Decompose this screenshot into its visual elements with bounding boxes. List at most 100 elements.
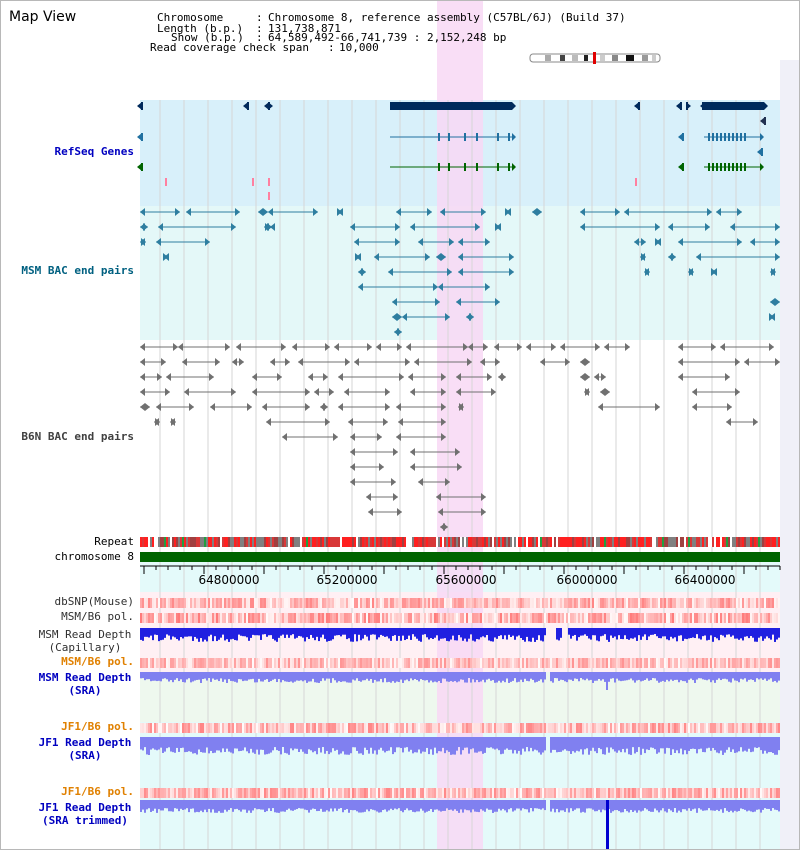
jf1-b6-pol-strip [568,723,570,733]
msm-depth-capillary-bar [184,628,186,637]
jf1-b6-pol-strip [202,723,204,733]
msm-depth-capillary-bar [454,628,456,641]
msm-b6-pol-strip [376,613,378,623]
jf1-depth-sra-bar [244,737,246,748]
dbsnp-strip [566,598,568,608]
msm-b6-pol-strip-2 [382,658,384,668]
jf1-b6-pol-strip [732,723,734,733]
jf1-depth-sra-bar [182,737,184,748]
jf1-b6-pol-strip [626,723,628,733]
msm-b6-pol-strip [200,613,202,623]
jf1-b6-pol-strip-2 [208,788,210,798]
msm-b6-pol-strip [474,613,476,623]
msm-b6-pol-strip-2 [528,658,530,668]
msm-depth-capillary-bar [334,628,336,636]
msm-depth-sra-bar [530,672,532,679]
msm-b6-pol-strip-2 [436,658,438,668]
jf1-b6-pol-strip [406,723,408,733]
b6n-bac-end-pair-left-end [344,388,349,396]
jf1-b6-pol-strip-2 [584,788,586,798]
msm-depth-sra-bar [222,672,224,682]
dbsnp-strip [614,598,616,608]
dbsnp-strip [454,598,456,608]
msm-b6-pol-strip [492,613,494,623]
msm-b6-pol-strip-2 [464,658,466,668]
track-label-refseq[interactable]: RefSeq Genes [54,145,134,158]
jf1-b6-pol-strip-2 [348,788,350,798]
jf1-b6-pol-strip-2 [554,788,556,798]
jf1-depth-sra-bar [588,737,590,755]
jf1-b6-pol-strip-2 [760,788,762,798]
b6n-bac-end-pair-left-end [678,373,683,381]
msm-b6-pol-strip [228,613,230,623]
jf1-b6-pol-strip [252,723,254,733]
jf1-depth-sra-bar [636,737,638,752]
dbsnp-strip [700,598,702,608]
repeat-element [516,537,518,547]
msm-b6-pol-strip-2 [350,658,352,668]
track-label-msm-bac[interactable]: MSM BAC end pairs [21,264,134,277]
jf1-b6-pol-strip-2 [678,788,680,798]
msm-depth-sra-bar [480,672,482,682]
gene-marker-arrow [757,148,762,156]
msm-depth-sra-bar [416,672,418,680]
b6n-bac-end-pair-left-end [166,373,171,381]
jf1-b6-pol-strip-2 [504,788,506,798]
msm-b6-pol-strip [214,613,216,623]
jf1-depth-sra-bar [222,737,224,749]
msm-b6-pol-strip [298,613,300,623]
msm-b6-pol-strip [374,613,376,623]
msm-b6-pol-strip [242,613,244,623]
repeat-element [472,537,474,547]
dbsnp-strip [156,598,158,608]
jf1-b6-pol-strip [634,723,636,733]
msm-b6-pol-strip-2 [478,658,480,668]
jf1-depth-trimmed-bar [302,800,304,809]
jf1-depth-trimmed-bar [292,800,294,811]
jf1-b6-pol-strip-2 [416,788,418,798]
jf1-depth-trimmed-bar [296,800,298,810]
b6n-bac-end-pair-right-end [725,373,730,381]
jf1-b6-pol-strip-2 [384,788,386,798]
jf1-depth-trimmed-bar [354,800,356,811]
msm-b6-pol-strip-2 [248,658,250,668]
repeat-element [778,537,780,547]
jf1-depth-sra-bar [578,737,580,752]
msm-b6-pol-strip [560,613,562,623]
jf1-b6-pol-strip-2 [158,788,160,798]
jf1-b6-pol-strip-2 [376,788,378,798]
jf1-depth-sra-bar [444,737,446,754]
msm-b6-pol-strip-2 [200,658,202,668]
jf1-depth-trimmed-bar [770,800,772,811]
msm-depth-capillary-bar [666,628,668,640]
jf1-depth-trimmed-bar [478,800,480,813]
msm-bac-end-pair [350,223,400,231]
jf1-depth-sra-bar [500,737,502,755]
msm-b6-pol-strip-2 [346,658,348,668]
msm-b6-pol-strip-2 [286,658,288,668]
dbsnp-strip [468,598,470,608]
msm-depth-capillary-bar [196,628,198,639]
dbsnp-strip [162,598,164,608]
jf1-depth-trimmed-bar [350,800,352,810]
repeat-element [690,537,692,547]
msm-b6-pol-strip-2 [600,658,602,668]
track-label-b6n-bac[interactable]: B6N BAC end pairs [21,430,134,443]
page-title: Map View [9,9,77,25]
msm-b6-pol-strip [698,613,700,623]
jf1-depth-trimmed-bar [626,800,628,812]
jf1-b6-pol-strip [488,723,490,733]
msm-b6-pol-strip [310,613,312,623]
msm-b6-pol-strip [686,613,688,623]
msm-depth-capillary-bar [234,628,236,641]
gene-exon [712,133,714,141]
refseq-gene [704,163,764,171]
gene-exon [438,133,440,141]
dbsnp-strip [242,598,244,608]
msm-depth-sra-bar [312,672,314,679]
msm-b6-pol-strip-2 [232,658,234,668]
msm-b6-pol-strip [506,613,508,623]
selected-region-highlight[interactable] [437,0,483,850]
msm-b6-pol-strip-2 [654,658,656,668]
